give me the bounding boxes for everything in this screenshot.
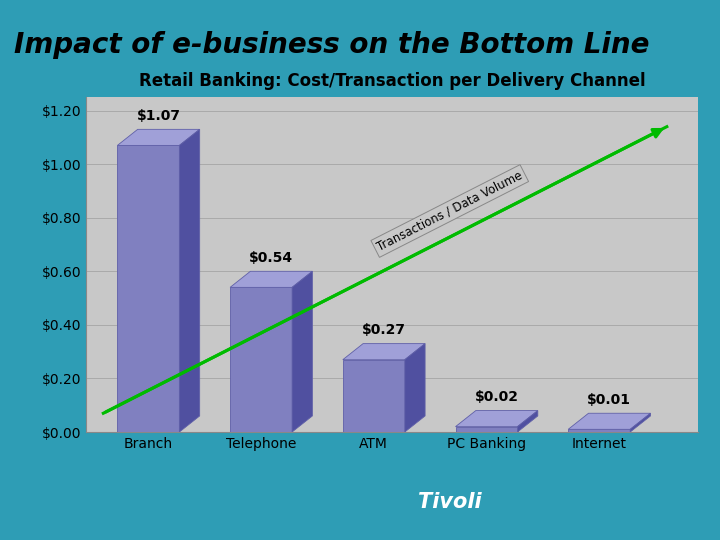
- Polygon shape: [117, 145, 179, 432]
- Text: $0.54: $0.54: [249, 251, 293, 265]
- Text: $0.01: $0.01: [588, 393, 631, 407]
- Polygon shape: [292, 271, 312, 432]
- Polygon shape: [456, 410, 538, 427]
- Polygon shape: [179, 130, 199, 432]
- Polygon shape: [230, 287, 292, 432]
- Text: $0.27: $0.27: [362, 323, 406, 337]
- Polygon shape: [374, 462, 720, 540]
- Title: Retail Banking: Cost/Transaction per Delivery Channel: Retail Banking: Cost/Transaction per Del…: [139, 72, 646, 90]
- Polygon shape: [456, 427, 518, 432]
- Text: Tivoli: Tivoli: [418, 492, 482, 512]
- Polygon shape: [518, 410, 538, 432]
- Polygon shape: [230, 271, 312, 287]
- Text: Transactions / Data Volume: Transactions / Data Volume: [375, 168, 525, 253]
- Text: Impact of e-business on the Bottom Line: Impact of e-business on the Bottom Line: [14, 31, 650, 59]
- Polygon shape: [405, 343, 425, 432]
- Polygon shape: [343, 360, 405, 432]
- Polygon shape: [343, 343, 425, 360]
- Text: $1.07: $1.07: [137, 109, 181, 123]
- Polygon shape: [568, 429, 630, 432]
- Polygon shape: [117, 130, 199, 145]
- Text: $0.02: $0.02: [474, 390, 518, 404]
- Polygon shape: [568, 413, 650, 429]
- Polygon shape: [630, 413, 650, 432]
